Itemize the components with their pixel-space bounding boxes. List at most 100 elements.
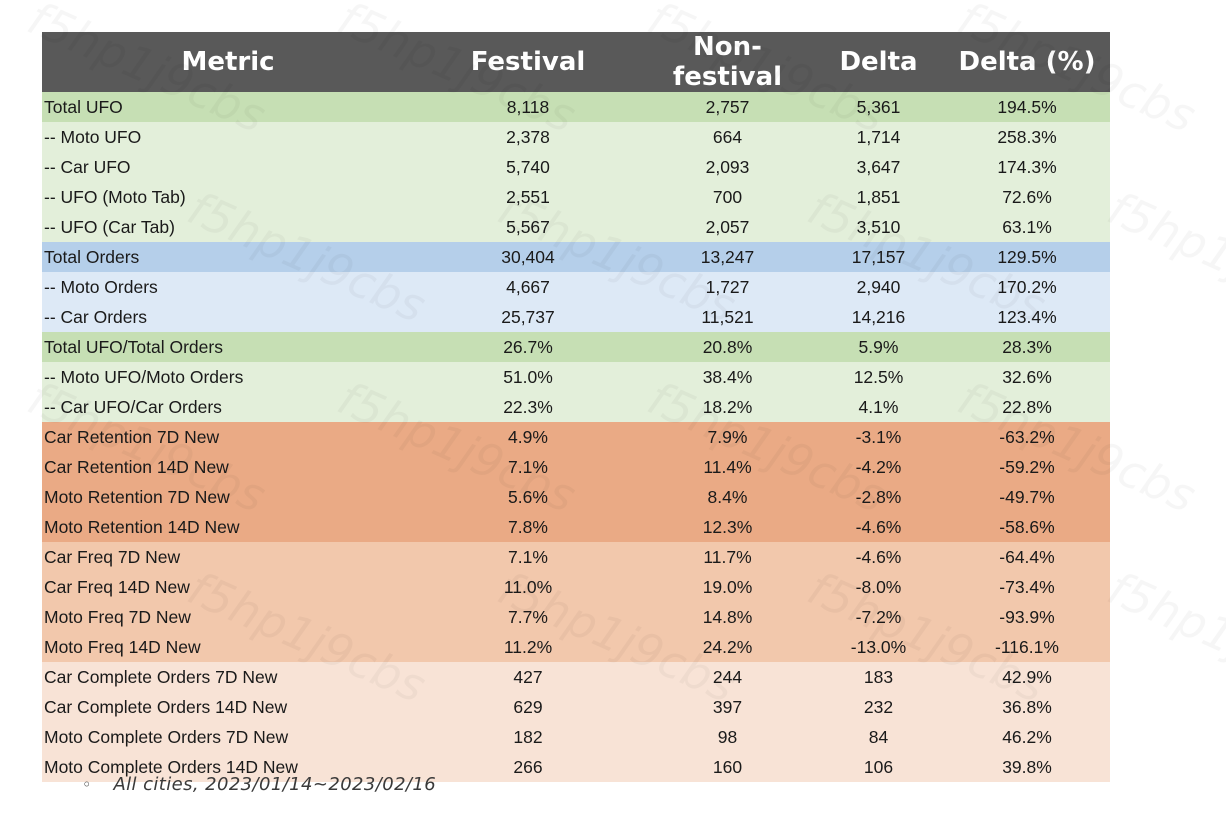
metric-name-cell: -- Car Orders	[42, 302, 414, 332]
delta-cell: 17,157	[813, 242, 944, 272]
festival-cell: 11.0%	[414, 572, 642, 602]
festival-cell: 11.2%	[414, 632, 642, 662]
delta-cell: -3.1%	[813, 422, 944, 452]
table-row: Car Complete Orders 7D New 427 244 183 42.9%	[42, 662, 1110, 692]
non-festival-cell: 7.9%	[642, 422, 813, 452]
delta-percent-cell: 46.2%	[944, 722, 1110, 752]
metric-name-cell: Car Complete Orders 7D New	[42, 662, 414, 692]
metric-name-cell: Car Complete Orders 14D New	[42, 692, 414, 722]
metric-name-cell: Moto Freq 7D New	[42, 602, 414, 632]
festival-cell: 7.7%	[414, 602, 642, 632]
metric-name-cell: -- Car UFO/Car Orders	[42, 392, 414, 422]
delta-percent-cell: -73.4%	[944, 572, 1110, 602]
non-festival-cell: 160	[642, 752, 813, 782]
festival-cell: 7.1%	[414, 452, 642, 482]
festival-cell: 22.3%	[414, 392, 642, 422]
watermark-text: f5hp1j9cbs	[1100, 181, 1226, 333]
metric-name-cell: Total Orders	[42, 242, 414, 272]
footnote-text: All cities, 2023/01/14~2023/02/16	[113, 774, 437, 795]
metric-name-cell: Total UFO	[42, 92, 414, 122]
festival-cell: 2,551	[414, 182, 642, 212]
metric-name-cell: Moto Complete Orders 14D New	[42, 752, 414, 782]
non-festival-cell: 24.2%	[642, 632, 813, 662]
non-festival-cell: 2,757	[642, 92, 813, 122]
table-row: Car Freq 7D New 7.1% 11.7% -4.6% -64.4%	[42, 542, 1110, 572]
festival-cell: 5.6%	[414, 482, 642, 512]
header-festival: Festival	[414, 32, 642, 92]
delta-percent-cell: -93.9%	[944, 602, 1110, 632]
metric-name-cell: Moto Freq 14D New	[42, 632, 414, 662]
delta-percent-cell: -63.2%	[944, 422, 1110, 452]
delta-percent-cell: 36.8%	[944, 692, 1110, 722]
festival-cell: 427	[414, 662, 642, 692]
non-festival-cell: 13,247	[642, 242, 813, 272]
delta-percent-cell: 129.5%	[944, 242, 1110, 272]
table-row: Total UFO/Total Orders 26.7% 20.8% 5.9% 28.3…	[42, 332, 1110, 362]
metric-name-cell: -- Moto UFO	[42, 122, 414, 152]
delta-cell: 5.9%	[813, 332, 944, 362]
non-festival-cell: 20.8%	[642, 332, 813, 362]
metric-name-cell: Car Retention 14D New	[42, 452, 414, 482]
footnote: ◦ All cities, 2023/01/14~2023/02/16	[82, 774, 436, 795]
table-row: Moto Freq 14D New 11.2% 24.2% -13.0% -116.1%	[42, 632, 1110, 662]
delta-cell: 4.1%	[813, 392, 944, 422]
metric-name-cell: Car Retention 7D New	[42, 422, 414, 452]
non-festival-cell: 18.2%	[642, 392, 813, 422]
table-row: Moto Freq 7D New 7.7% 14.8% -7.2% -93.9%	[42, 602, 1110, 632]
delta-cell: -7.2%	[813, 602, 944, 632]
delta-cell: -2.8%	[813, 482, 944, 512]
table-row: Total UFO 8,118 2,757 5,361 194.5%	[42, 92, 1110, 122]
header-non-festival: Non-festival	[642, 32, 813, 92]
delta-percent-cell: 258.3%	[944, 122, 1110, 152]
delta-percent-cell: -64.4%	[944, 542, 1110, 572]
table-row: -- Moto Orders 4,667 1,727 2,940 170.2%	[42, 272, 1110, 302]
festival-cell: 629	[414, 692, 642, 722]
delta-cell: 106	[813, 752, 944, 782]
delta-percent-cell: 28.3%	[944, 332, 1110, 362]
non-festival-cell: 12.3%	[642, 512, 813, 542]
table-row: Moto Complete Orders 14D New 266 160 106 39.…	[42, 752, 1110, 782]
delta-percent-cell: 32.6%	[944, 362, 1110, 392]
metric-name-cell: Car Freq 7D New	[42, 542, 414, 572]
metric-name-cell: -- UFO (Moto Tab)	[42, 182, 414, 212]
metric-name-cell: -- Moto UFO/Moto Orders	[42, 362, 414, 392]
non-festival-cell: 11.7%	[642, 542, 813, 572]
header-delta-percent: Delta (%)	[944, 32, 1110, 92]
delta-percent-cell: 22.8%	[944, 392, 1110, 422]
delta-percent-cell: 194.5%	[944, 92, 1110, 122]
delta-cell: 2,940	[813, 272, 944, 302]
delta-percent-cell: 42.9%	[944, 662, 1110, 692]
delta-percent-cell: -49.7%	[944, 482, 1110, 512]
delta-percent-cell: -59.2%	[944, 452, 1110, 482]
festival-cell: 266	[414, 752, 642, 782]
delta-cell: -4.2%	[813, 452, 944, 482]
table-row: -- Car UFO/Car Orders 22.3% 18.2% 4.1% 22.8%	[42, 392, 1110, 422]
metric-name-cell: -- Car UFO	[42, 152, 414, 182]
non-festival-cell: 664	[642, 122, 813, 152]
festival-cell: 8,118	[414, 92, 642, 122]
table-row: Moto Retention 7D New 5.6% 8.4% -2.8% -49.7%	[42, 482, 1110, 512]
delta-cell: 1,714	[813, 122, 944, 152]
metric-name-cell: -- Moto Orders	[42, 272, 414, 302]
non-festival-cell: 2,093	[642, 152, 813, 182]
metric-name-cell: Car Freq 14D New	[42, 572, 414, 602]
watermark-text: f5hp1j9cbs	[1100, 561, 1226, 713]
metric-name-cell: Total UFO/Total Orders	[42, 332, 414, 362]
festival-cell: 4,667	[414, 272, 642, 302]
table-row: Moto Complete Orders 7D New 182 98 84 46.2%	[42, 722, 1110, 752]
festival-cell: 2,378	[414, 122, 642, 152]
delta-cell: 84	[813, 722, 944, 752]
delta-cell: 232	[813, 692, 944, 722]
non-festival-cell: 11.4%	[642, 452, 813, 482]
delta-cell: 12.5%	[813, 362, 944, 392]
delta-cell: 1,851	[813, 182, 944, 212]
non-festival-cell: 1,727	[642, 272, 813, 302]
festival-cell: 26.7%	[414, 332, 642, 362]
delta-cell: 14,216	[813, 302, 944, 332]
delta-percent-cell: 123.4%	[944, 302, 1110, 332]
delta-percent-cell: 174.3%	[944, 152, 1110, 182]
table-row: Total Orders 30,404 13,247 17,157 129.5%	[42, 242, 1110, 272]
festival-cell: 51.0%	[414, 362, 642, 392]
table-row: -- Moto UFO 2,378 664 1,714 258.3%	[42, 122, 1110, 152]
metrics-table: Metric Festival Non-festival Delta Delta…	[42, 32, 1110, 782]
